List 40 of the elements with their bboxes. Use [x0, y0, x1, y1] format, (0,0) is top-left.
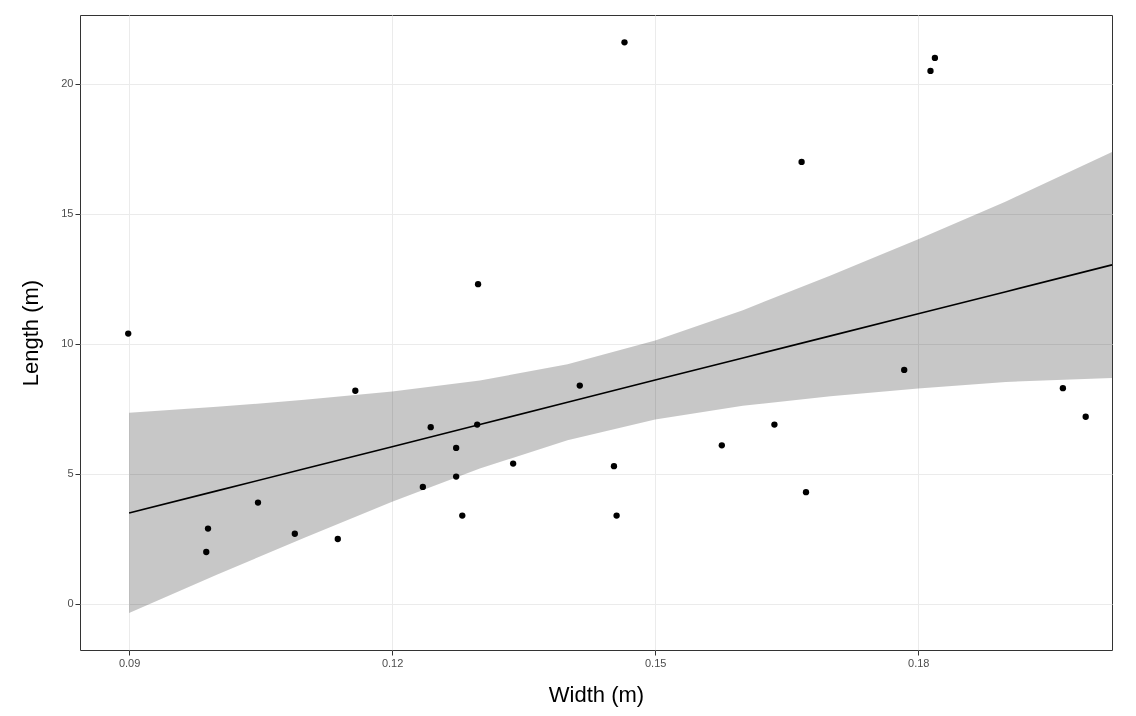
- x-tick-label: 0.18: [908, 656, 930, 669]
- point: [610, 463, 618, 470]
- x-tick-label: 0.12: [381, 656, 404, 669]
- line-series: [128, 264, 1113, 514]
- point: [718, 442, 725, 449]
- point: [291, 530, 298, 537]
- point: [452, 444, 460, 452]
- point: [802, 489, 810, 496]
- point: [474, 421, 481, 428]
- y-tick-label: 0: [67, 597, 74, 610]
- point: [509, 460, 517, 467]
- y-tick-label: 5: [67, 467, 74, 480]
- point: [613, 512, 620, 519]
- point: [254, 499, 262, 506]
- y-axis-title: Length (m): [18, 279, 44, 387]
- point: [901, 366, 908, 374]
- point: [352, 387, 359, 394]
- x-tick-label: 0.09: [118, 656, 141, 669]
- point: [334, 535, 341, 543]
- point: [427, 424, 434, 431]
- point: [576, 382, 583, 389]
- point: [203, 548, 210, 556]
- point: [927, 67, 934, 75]
- point: [204, 525, 212, 532]
- point: [931, 54, 939, 62]
- point: [459, 512, 466, 519]
- y-tick-label: 15: [61, 207, 74, 220]
- point: [1082, 413, 1089, 420]
- point: [474, 280, 482, 288]
- point: [452, 473, 460, 480]
- point: [798, 158, 805, 166]
- y-tick-label: 20: [61, 77, 74, 90]
- point: [771, 421, 778, 428]
- point: [1059, 384, 1067, 392]
- x-axis-title: Width (m): [548, 681, 645, 707]
- y-tick-label: 10: [61, 337, 74, 350]
- x-tick-label: 0.15: [644, 656, 667, 669]
- point: [125, 330, 132, 337]
- point: [419, 483, 426, 491]
- point: [621, 39, 628, 46]
